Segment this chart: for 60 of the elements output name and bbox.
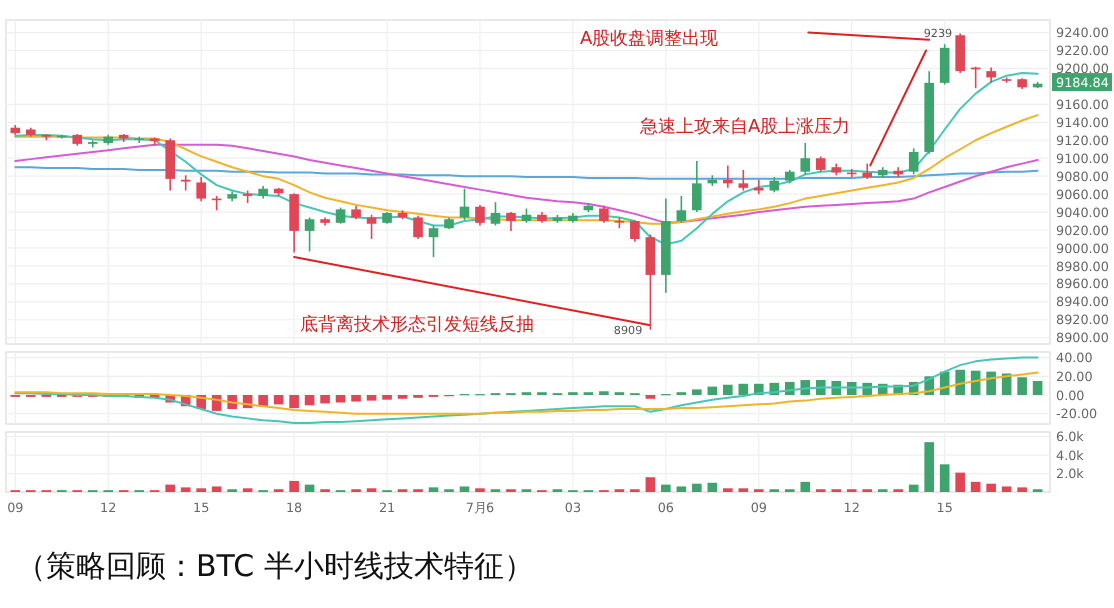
bar	[955, 369, 965, 396]
bar	[986, 371, 996, 396]
candlestick	[506, 211, 516, 232]
bar	[939, 464, 950, 492]
candlestick	[862, 162, 873, 180]
bar	[289, 480, 299, 492]
bar	[924, 442, 934, 492]
bar	[723, 384, 733, 396]
text: （策略回顾：BTC 半小时线技术特征）	[16, 548, 534, 584]
bar	[1017, 377, 1027, 396]
candlestick	[738, 169, 749, 192]
bar	[304, 395, 315, 406]
bar	[258, 395, 268, 407]
bar	[661, 484, 671, 492]
bar	[738, 383, 749, 396]
bar	[1001, 486, 1012, 492]
bar	[692, 483, 702, 492]
candlestick	[753, 178, 764, 195]
bar	[351, 395, 361, 402]
candlestick	[289, 192, 299, 254]
bar	[692, 389, 702, 396]
bar	[273, 395, 284, 405]
candlestick	[939, 43, 950, 86]
candlestick	[490, 201, 501, 227]
bar	[1032, 380, 1043, 396]
candlestick	[428, 224, 439, 258]
annotation: 急速上攻来自A股上涨压力	[638, 116, 851, 138]
candlestick	[196, 176, 206, 203]
candlestick	[165, 137, 175, 192]
line-series	[14, 114, 1039, 225]
candlestick	[908, 147, 919, 176]
line-series	[14, 371, 1039, 415]
bar	[986, 483, 996, 492]
bar	[707, 482, 718, 492]
candlestick	[955, 32, 965, 74]
bar	[645, 477, 656, 492]
candlestick	[692, 160, 702, 213]
candlestick	[630, 219, 640, 243]
candlestick	[304, 216, 315, 253]
bar	[955, 472, 965, 492]
candlestick	[366, 213, 377, 240]
bar	[289, 395, 299, 409]
bar	[676, 486, 687, 492]
line-series	[14, 356, 1039, 425]
candlestick	[676, 195, 687, 224]
bar	[165, 484, 175, 492]
candlestick	[645, 233, 656, 331]
bar	[366, 395, 377, 401]
bar	[970, 481, 981, 492]
candlestick	[87, 139, 98, 149]
line-series	[14, 143, 1039, 224]
candlestick	[800, 142, 811, 176]
candlestick	[475, 204, 485, 227]
bar	[211, 486, 222, 492]
annotation: 底背离技术形态引发短线反抽	[300, 314, 534, 336]
annotation: A股收盘调整出现	[580, 28, 719, 50]
bar	[459, 486, 470, 492]
candlestick	[413, 214, 423, 240]
bar	[320, 395, 330, 404]
bar	[800, 481, 811, 492]
